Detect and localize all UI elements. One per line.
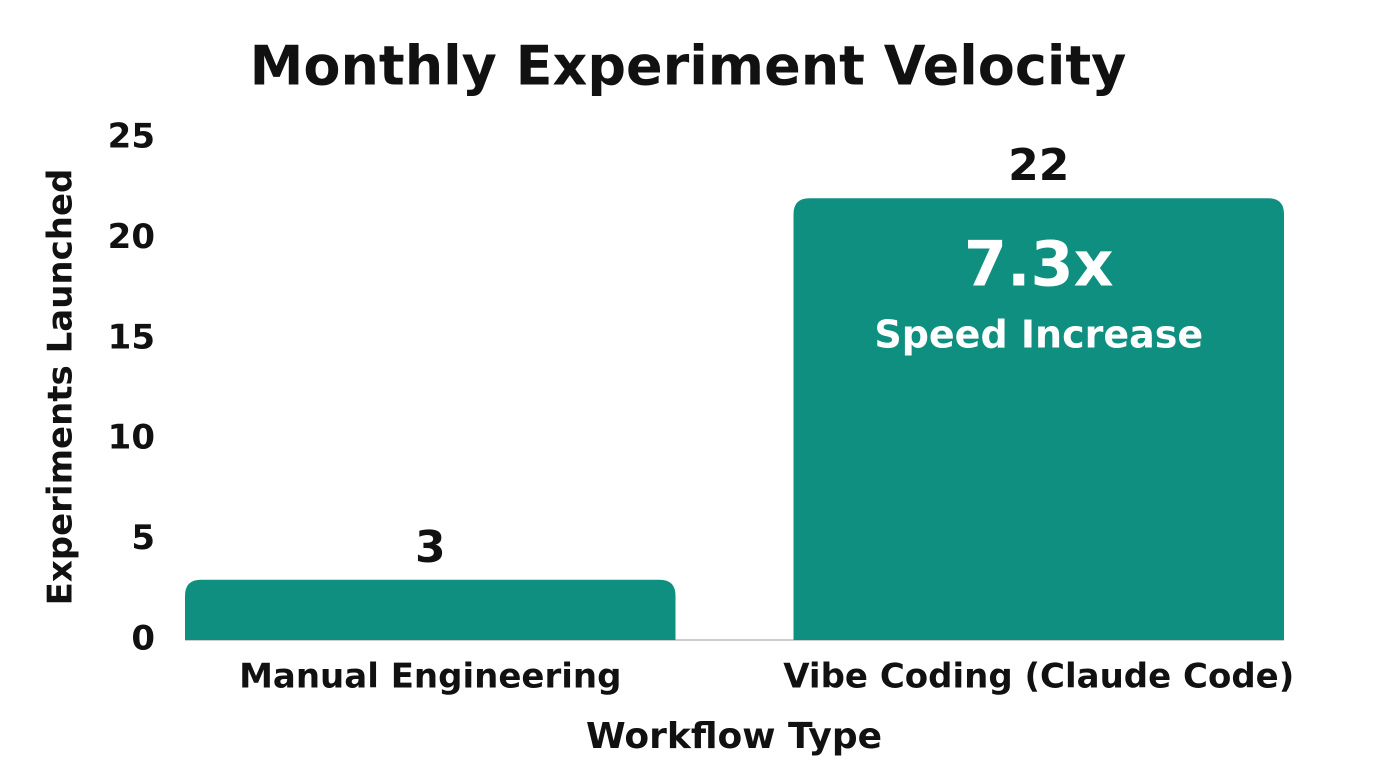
annotation: Speed Increase xyxy=(874,313,1203,357)
y-tick-label: 0 xyxy=(131,619,155,659)
x-tick-label: Vibe Coding (Claude Code) xyxy=(783,657,1294,697)
value-label: 22 xyxy=(1008,140,1069,191)
bar xyxy=(185,579,676,640)
bar xyxy=(793,198,1284,641)
y-tick-label: 15 xyxy=(108,317,155,357)
chart-title: Monthly Experiment Velocity xyxy=(250,35,1127,98)
x-tick-label: Manual Engineering xyxy=(239,657,621,697)
value-label: 3 xyxy=(415,522,446,573)
y-tick-label: 5 xyxy=(131,518,155,558)
y-tick-label: 20 xyxy=(108,217,155,257)
annotation: 7.3x xyxy=(964,227,1114,300)
y-tick-label: 25 xyxy=(108,117,155,157)
y-axis-title: Experiments Launched xyxy=(41,169,81,606)
x-axis-title: Workflow Type xyxy=(586,716,882,757)
y-tick-label: 10 xyxy=(108,418,155,458)
